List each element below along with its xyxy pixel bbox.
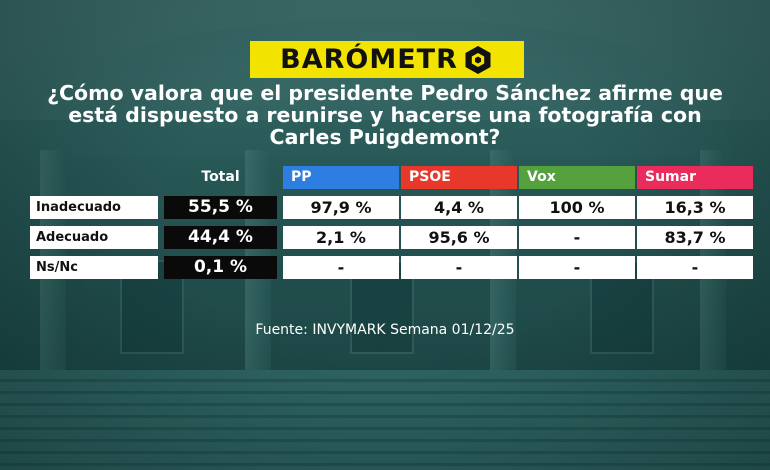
value-adecuado-sumar: 83,7 % <box>637 226 753 249</box>
hexagon-o-icon <box>465 45 491 74</box>
header-vox: Vox <box>519 166 635 189</box>
barometro-logo: BARÓMETR <box>250 41 524 78</box>
total-value-inadecuado: 55,5 % <box>164 196 277 219</box>
value-inadecuado-psoe: 4,4 % <box>401 196 517 219</box>
logo-text: BARÓMETR <box>280 44 458 75</box>
header-psoe: PSOE <box>401 166 517 189</box>
value-ns-nc-pp: - <box>283 256 399 279</box>
header-sumar: Sumar <box>637 166 753 189</box>
value-ns-nc-vox: - <box>519 256 635 279</box>
row-label-adecuado: Adecuado <box>30 226 158 249</box>
value-ns-nc-psoe: - <box>401 256 517 279</box>
value-inadecuado-sumar: 16,3 % <box>637 196 753 219</box>
value-inadecuado-pp: 97,9 % <box>283 196 399 219</box>
row-label-ns-nc: Ns/Nc <box>30 256 158 279</box>
total-value-ns-nc: 0,1 % <box>164 256 277 279</box>
value-ns-nc-sumar: - <box>637 256 753 279</box>
value-adecuado-psoe: 95,6 % <box>401 226 517 249</box>
header-total: Total <box>201 169 240 185</box>
value-inadecuado-vox: 100 % <box>519 196 635 219</box>
source-note: Fuente: INVYMARK Semana 01/12/25 <box>255 322 515 338</box>
value-adecuado-vox: - <box>519 226 635 249</box>
header-pp: PP <box>283 166 399 189</box>
value-adecuado-pp: 2,1 % <box>283 226 399 249</box>
row-label-inadecuado: Inadecuado <box>30 196 158 219</box>
survey-question: ¿Cómo valora que el presidente Pedro Sán… <box>47 81 723 149</box>
total-value-adecuado: 44,4 % <box>164 226 277 249</box>
